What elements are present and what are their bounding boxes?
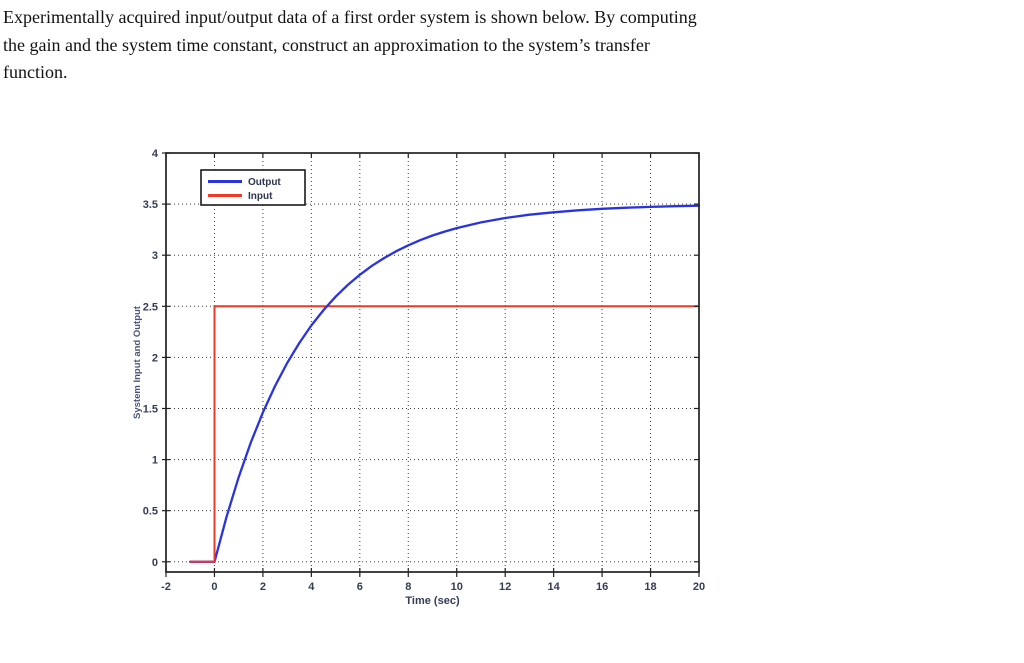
chart-canvas: -2 0 2 4 6 8 10 12 14 16 18 2000.511.522.533.54Time… bbox=[132, 148, 705, 607]
y-tick-label: 0.5 bbox=[143, 506, 158, 518]
y-tick-label: 4 bbox=[152, 148, 159, 160]
x-tick-label: 0 bbox=[211, 581, 217, 593]
tick-marks bbox=[162, 152, 700, 577]
y-tick-label: 1 bbox=[152, 455, 158, 467]
input-step-edge bbox=[190, 306, 216, 563]
y-tick-label: 3 bbox=[152, 250, 158, 262]
x-tick-label: 4 bbox=[308, 581, 315, 593]
y-tick-label: 0 bbox=[152, 557, 158, 569]
x-tick-label: 16 bbox=[596, 581, 608, 593]
y-axis-label: System Input and Output bbox=[132, 305, 143, 419]
y-tick-label: 3.5 bbox=[143, 199, 158, 211]
legend: Output Input bbox=[200, 169, 306, 206]
output-curve bbox=[189, 204, 701, 563]
y-tick-label: 2.5 bbox=[143, 301, 158, 313]
x-axis-label: Time (sec) bbox=[405, 595, 460, 607]
x-tick-label: 14 bbox=[548, 581, 561, 593]
x-tick-label: 18 bbox=[644, 581, 656, 593]
x-tick-label: 2 bbox=[260, 581, 266, 593]
legend-label: Input bbox=[248, 191, 273, 202]
y-tick-label: 2 bbox=[152, 352, 158, 364]
problem-statement: Experimentally acquired input/output dat… bbox=[3, 4, 1008, 87]
x-tick-label: -2 bbox=[161, 581, 171, 593]
x-tick-label: 8 bbox=[405, 581, 411, 593]
x-tick-label: 10 bbox=[451, 581, 463, 593]
x-tick-label: 20 bbox=[693, 581, 705, 593]
gridlines bbox=[166, 153, 699, 572]
legend-label: Output bbox=[248, 177, 281, 188]
problem-line: Experimentally acquired input/output dat… bbox=[3, 7, 697, 27]
step-response-figure: -2 0 2 4 6 8 10 12 14 16 18 20 0 0.5 1 1.5 2 2.5 3 3.5 4 Time… bbox=[130, 140, 715, 618]
legend-box bbox=[200, 169, 306, 206]
problem-line: function. bbox=[3, 62, 68, 82]
y-tick-label: 1.5 bbox=[143, 403, 158, 415]
input-line bbox=[190, 305, 699, 563]
axis-box bbox=[165, 152, 700, 573]
problem-line: the gain and the system time constant, c… bbox=[3, 34, 650, 55]
x-tick-label: 12 bbox=[499, 581, 511, 593]
x-tick-label: 6 bbox=[357, 581, 363, 593]
